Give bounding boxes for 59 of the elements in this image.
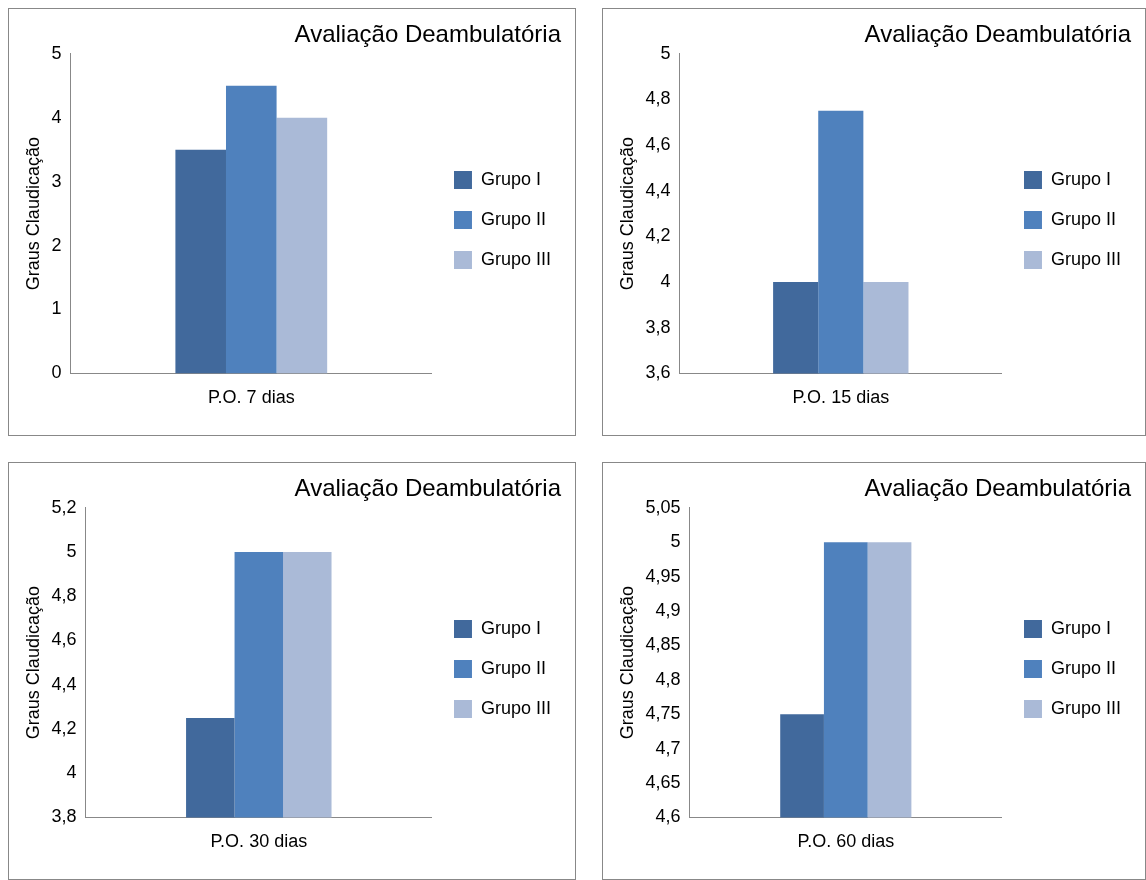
y-tick-label: 4,65 <box>645 771 681 792</box>
y-axis-title: Graus Claudicação <box>616 137 637 291</box>
y-tick-label: 5,2 <box>51 496 77 517</box>
y-tick-label: 4 <box>66 762 77 783</box>
y-tick-label: 3,8 <box>645 316 671 337</box>
y-tick-label: 4,4 <box>51 673 77 694</box>
y-tick-label: 0 <box>51 362 62 383</box>
legend-label: Grupo I <box>480 168 541 189</box>
y-tick-label: 5 <box>51 42 62 63</box>
y-tick-label: 4,2 <box>51 717 77 738</box>
y-tick-label: 3,6 <box>645 362 671 383</box>
legend-label: Grupo II <box>480 657 546 678</box>
y-tick-label: 4,6 <box>645 134 671 155</box>
y-tick-label: 4,2 <box>645 225 671 246</box>
x-tick-label: P.O. 15 dias <box>792 387 890 408</box>
bar <box>276 117 328 374</box>
y-tick-label: 1 <box>51 298 62 319</box>
y-tick-label: 3 <box>51 170 62 191</box>
y-tick-label: 4,95 <box>645 565 681 586</box>
legend-label: Grupo III <box>480 697 551 718</box>
y-tick-label: 4,8 <box>655 668 681 689</box>
legend-label: Grupo I <box>1050 617 1111 638</box>
y-tick-label: 4,8 <box>645 88 671 109</box>
x-tick-label: P.O. 60 dias <box>797 831 895 852</box>
y-tick-label: 4,8 <box>51 585 77 606</box>
y-tick-label: 4,75 <box>645 703 681 724</box>
legend-label: Grupo III <box>480 248 551 269</box>
y-tick-label: 4,85 <box>645 634 681 655</box>
bar <box>175 149 226 374</box>
y-axis-title: Graus Claudicação <box>22 586 43 740</box>
x-tick-label: P.O. 30 dias <box>210 831 308 852</box>
bar <box>226 85 277 374</box>
legend-label: Grupo I <box>1050 168 1111 189</box>
y-tick-label: 3,8 <box>51 806 77 827</box>
legend-label: Grupo III <box>1050 248 1121 269</box>
text: Avaliação Deambulatória <box>864 20 1132 48</box>
y-tick-label: 4,7 <box>655 737 681 758</box>
y-axis-title: Graus Claudicação <box>22 137 43 291</box>
y-tick-label: 2 <box>51 234 62 255</box>
legend-label: Grupo III <box>1050 697 1121 718</box>
y-tick-label: 4 <box>51 106 62 127</box>
legend-label: Grupo II <box>1050 657 1116 678</box>
y-tick-label: 4,9 <box>655 599 681 620</box>
legend-label: Grupo II <box>480 208 546 229</box>
text: Avaliação Deambulatória <box>294 20 562 48</box>
text: Avaliação Deambulatória <box>294 474 562 502</box>
y-tick-label: 5 <box>66 541 77 561</box>
y-axis-title: Graus Claudicação <box>616 586 637 740</box>
y-tick-label: 4,4 <box>645 179 671 200</box>
legend-label: Grupo II <box>1050 208 1116 229</box>
text: Avaliação Deambulatória <box>864 474 1132 502</box>
legend-label: Grupo I <box>480 617 541 638</box>
y-tick-label: 4,6 <box>51 629 77 650</box>
y-tick-label: 4,6 <box>655 806 681 827</box>
y-tick-label: 5,05 <box>645 496 681 517</box>
y-tick-label: 5 <box>660 42 671 63</box>
y-tick-label: 4 <box>660 271 671 292</box>
y-tick-label: 5 <box>670 531 681 552</box>
x-tick-label: P.O. 7 dias <box>207 387 295 408</box>
